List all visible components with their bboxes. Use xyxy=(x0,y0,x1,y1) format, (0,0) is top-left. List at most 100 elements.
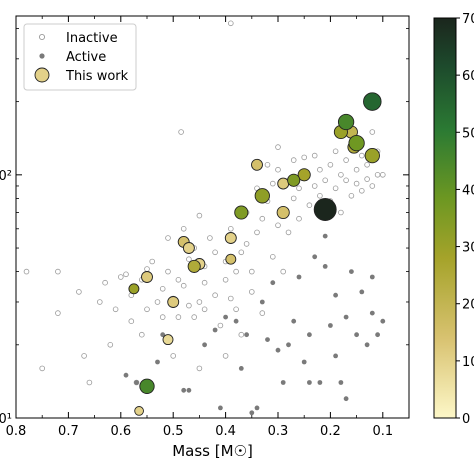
inactive-point xyxy=(249,268,255,275)
active-point xyxy=(328,323,333,328)
inactive-point xyxy=(123,271,129,278)
this-work-point xyxy=(277,177,290,190)
active-point xyxy=(307,380,312,385)
legend-inactive-marker xyxy=(38,33,46,41)
this-work-point xyxy=(297,168,311,182)
inactive-point xyxy=(353,180,360,187)
active-point xyxy=(375,332,380,338)
active-point xyxy=(307,332,312,338)
active-point xyxy=(291,318,297,324)
inactive-point xyxy=(327,162,334,168)
active-point xyxy=(349,269,354,274)
inactive-point xyxy=(343,157,349,163)
inactive-point xyxy=(228,226,234,232)
active-point xyxy=(238,366,244,371)
axes: 0.8 0.7 0.6 0.5 0.4 0.3 0.2 0.1 10² 10¹ Mass [M☉] xyxy=(0,15,410,460)
inactive-point xyxy=(144,266,150,272)
inactive-point xyxy=(243,241,250,247)
x-tick-label: 0.7 xyxy=(58,424,79,439)
active-point xyxy=(338,380,344,385)
inactive-point xyxy=(222,276,229,283)
this-work-point xyxy=(348,134,365,152)
inactive-point xyxy=(23,268,30,275)
inactive-point xyxy=(180,282,187,289)
active-point xyxy=(364,342,370,348)
x-tick-label: 0.5 xyxy=(163,424,184,439)
inactive-point xyxy=(76,289,82,295)
legend: Inactive Active This work xyxy=(23,23,137,91)
inactive-point xyxy=(112,306,119,313)
colorbar-tick-label: 70 xyxy=(462,12,474,27)
active-point xyxy=(155,359,160,365)
this-work-point xyxy=(224,232,237,244)
inactive-point xyxy=(149,258,156,265)
active-point xyxy=(317,380,323,385)
inactive-point xyxy=(201,306,208,313)
inactive-point xyxy=(222,353,229,359)
inactive-point xyxy=(369,183,376,189)
active-point xyxy=(333,353,338,359)
inactive-point xyxy=(186,256,192,263)
inactive-point xyxy=(364,176,370,182)
inactive-point xyxy=(81,353,87,359)
active-point xyxy=(186,387,192,393)
inactive-point xyxy=(170,353,177,359)
inactive-point xyxy=(196,299,203,305)
x-tick-label: 0.8 xyxy=(6,424,27,439)
this-work-point xyxy=(128,283,140,295)
this-work-point xyxy=(313,198,337,221)
this-work-point xyxy=(234,205,249,220)
active-point xyxy=(202,342,208,348)
inactive-point xyxy=(348,193,355,199)
inactive-point xyxy=(201,279,208,286)
inactive-point xyxy=(102,279,108,286)
active-point xyxy=(181,387,187,393)
inactive-point xyxy=(306,202,313,209)
inactive-point xyxy=(55,310,61,316)
inactive-point xyxy=(128,318,135,325)
inactive-point xyxy=(317,166,323,173)
inactive-point xyxy=(207,235,213,241)
inactive-point xyxy=(175,314,182,320)
plot-area xyxy=(23,20,386,416)
active-point xyxy=(249,410,255,416)
inactive-point xyxy=(159,314,166,320)
active-point xyxy=(380,318,386,324)
inactive-point xyxy=(228,295,234,302)
inactive-point xyxy=(317,193,323,199)
legend-thiswork-marker xyxy=(34,67,50,83)
legend-box xyxy=(23,23,137,91)
active-point xyxy=(275,347,281,353)
inactive-point xyxy=(97,299,103,305)
x-tick-label: 0.6 xyxy=(110,424,131,439)
inactive-point xyxy=(301,154,308,161)
legend-label: Inactive xyxy=(66,31,118,46)
inactive-point xyxy=(154,299,161,305)
inactive-point xyxy=(311,152,318,159)
inactive-point xyxy=(228,20,234,27)
inactive-point xyxy=(107,341,114,348)
colorbar-tick-label: 40 xyxy=(462,183,474,198)
inactive-point xyxy=(144,306,150,313)
x-tick-label: 0.2 xyxy=(320,424,341,439)
inactive-point xyxy=(280,268,287,275)
active-point xyxy=(123,372,129,378)
inactive-point xyxy=(39,365,45,372)
this-work-point xyxy=(337,113,355,131)
inactive-point xyxy=(322,177,329,184)
inactive-point xyxy=(369,129,376,135)
active-point xyxy=(233,318,239,324)
inactive-point xyxy=(259,215,266,222)
inactive-point xyxy=(332,185,339,192)
inactive-point xyxy=(264,162,271,168)
active-point xyxy=(369,310,375,316)
inactive-point xyxy=(311,183,318,189)
this-work-point xyxy=(251,158,263,171)
inactive-point xyxy=(186,302,192,309)
inactive-point xyxy=(290,157,297,163)
inactive-point xyxy=(180,226,187,232)
legend-active-marker xyxy=(39,53,45,59)
inactive-point xyxy=(275,222,281,229)
x-axis-title: Mass [M☉] xyxy=(172,442,253,460)
